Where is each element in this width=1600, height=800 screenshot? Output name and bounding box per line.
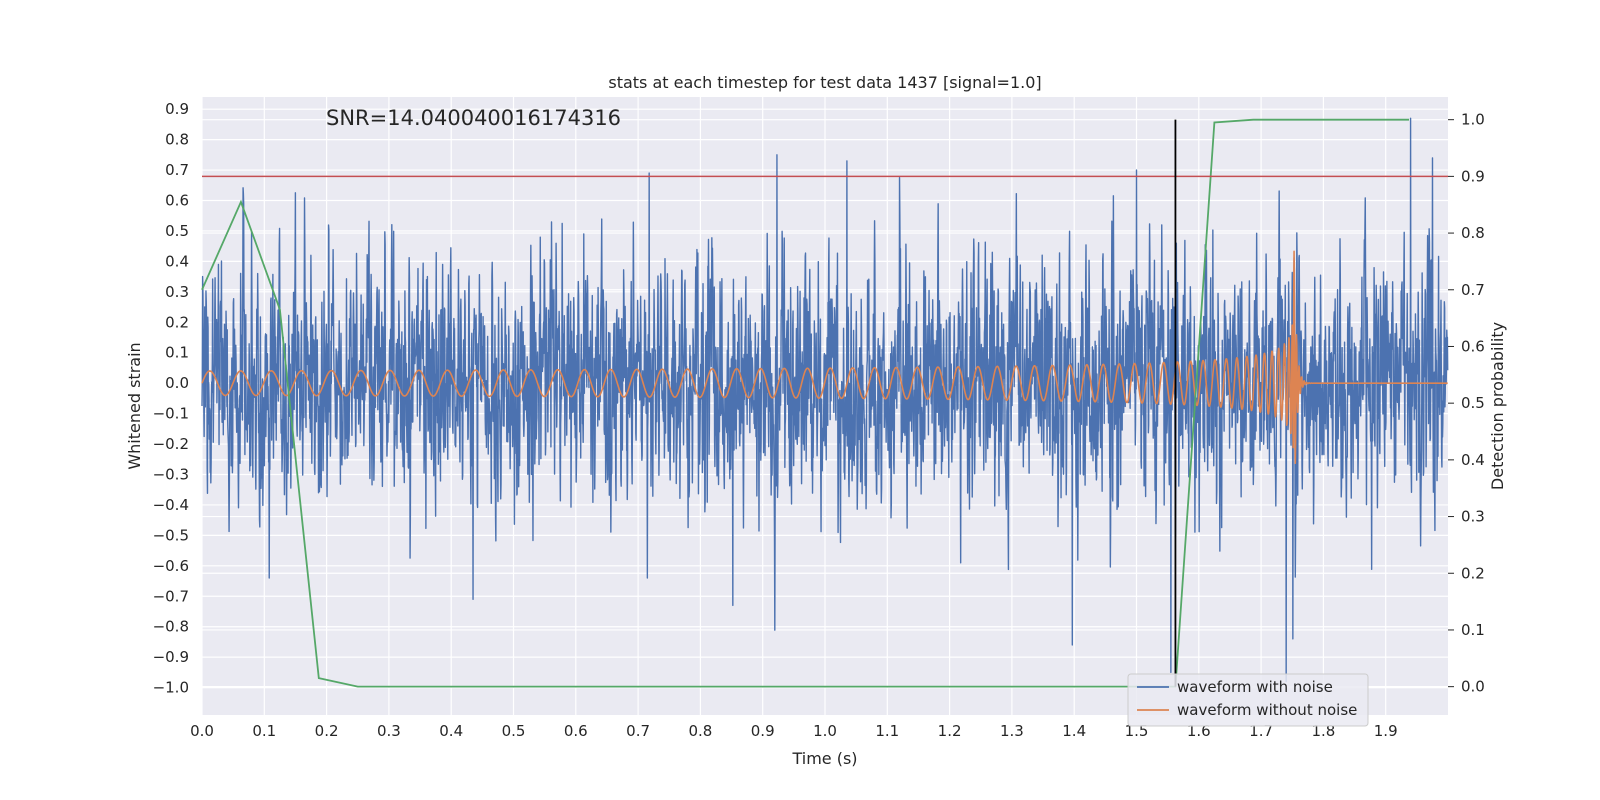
x-tick-label: 1.0 — [813, 722, 837, 740]
x-tick-label: 0.0 — [190, 722, 214, 740]
x-tick-label: 1.1 — [875, 722, 899, 740]
y-tick-label: −0.3 — [153, 465, 189, 483]
y-tick-label: 0.4 — [165, 252, 189, 270]
y-tick-label: −0.7 — [153, 587, 189, 605]
y-axis-ticks: 0.9 0.8 0.7 0.6 0.5 0.4 0.3 0.2 0.1 0.0 −0.1 −0.2 −0… — [153, 100, 189, 696]
legend-label-waveform-without-noise: waveform without noise — [1177, 701, 1357, 719]
y-tick-label: −0.5 — [153, 526, 189, 544]
y-tick-label: 0.5 — [165, 222, 189, 240]
overlays — [202, 119, 1448, 687]
y-tick-label: 0.8 — [165, 131, 189, 149]
x-tick-label: 0.8 — [688, 722, 712, 740]
x-tick-label: 0.9 — [751, 722, 775, 740]
x-tick-label: 0.7 — [626, 722, 650, 740]
waveform-with-noise-line — [201, 117, 1449, 683]
y-tick-label: 0.1 — [165, 344, 189, 362]
x-tick-label: 0.1 — [252, 722, 276, 740]
y-tick-label: 0.0 — [165, 374, 189, 392]
y-tick-label: −0.2 — [153, 435, 189, 453]
y-tick-label: −0.1 — [153, 405, 189, 423]
x-tick-label: 0.5 — [502, 722, 526, 740]
legend-box — [1127, 673, 1369, 727]
y2-tick-label: 0.2 — [1461, 564, 1485, 582]
x-axis-label: Time (s) — [791, 749, 857, 768]
detection-probability-line — [201, 118, 1410, 688]
legend: waveform with noise waveform without noi… — [1127, 673, 1369, 727]
y-tick-label: −1.0 — [153, 679, 189, 697]
y2-tick-label: 0.8 — [1461, 224, 1485, 242]
x-tick-label: 0.2 — [315, 722, 339, 740]
y2-tick-label: 0.5 — [1461, 394, 1485, 412]
waveform-without-noise-line — [201, 250, 1449, 465]
y2-tick-label: 0.6 — [1461, 337, 1485, 355]
series-waveform-with-noise — [201, 117, 1449, 683]
snr-annotation: SNR=14.040040016174316 — [326, 106, 621, 130]
y2-tick-label: 1.0 — [1461, 111, 1485, 129]
y-tick-label: 0.7 — [165, 161, 189, 179]
y-tick-label: 0.3 — [165, 283, 189, 301]
chart-title: stats at each timestep for test data 143… — [608, 73, 1041, 92]
x-tick-label: 0.4 — [439, 722, 463, 740]
y-tick-label: −0.4 — [153, 496, 189, 514]
series-detection-probability — [201, 118, 1410, 688]
y2-tick-label: 0.1 — [1461, 621, 1485, 639]
x-tick-label: 1.4 — [1062, 722, 1086, 740]
x-tick-label: 0.3 — [377, 722, 401, 740]
y2-axis-ticks: 1.0 0.9 0.8 0.7 0.6 0.5 0.4 0.3 0.2 0.1 0.0 — [1448, 111, 1485, 696]
y2-axis-label: Detection probability — [1488, 322, 1507, 490]
y2-tick-label: 0.9 — [1461, 167, 1485, 185]
y-tick-label: −0.6 — [153, 557, 189, 575]
y-tick-label: −0.9 — [153, 648, 189, 666]
y-axis-label: Whitened strain — [125, 342, 144, 469]
y2-tick-label: 0.0 — [1461, 678, 1485, 696]
y-tick-label: 0.6 — [165, 192, 189, 210]
y-tick-label: 0.2 — [165, 313, 189, 331]
y2-tick-label: 0.7 — [1461, 281, 1485, 299]
y2-tick-label: 0.4 — [1461, 451, 1485, 469]
x-tick-label: 1.2 — [938, 722, 962, 740]
series-waveform-without-noise — [201, 250, 1449, 465]
x-axis-ticks: 0.0 0.1 0.2 0.3 0.4 0.5 0.6 0.7 0.8 0.9 1.0 1.1 1.2 1… — [190, 722, 1398, 740]
x-tick-label: 1.3 — [1000, 722, 1024, 740]
x-tick-label: 1.9 — [1374, 722, 1398, 740]
legend-label-waveform-with-noise: waveform with noise — [1177, 678, 1333, 696]
y2-tick-label: 0.3 — [1461, 508, 1485, 526]
y-tick-label: −0.8 — [153, 618, 189, 636]
y-tick-label: 0.9 — [165, 100, 189, 118]
x-tick-label: 0.6 — [564, 722, 588, 740]
